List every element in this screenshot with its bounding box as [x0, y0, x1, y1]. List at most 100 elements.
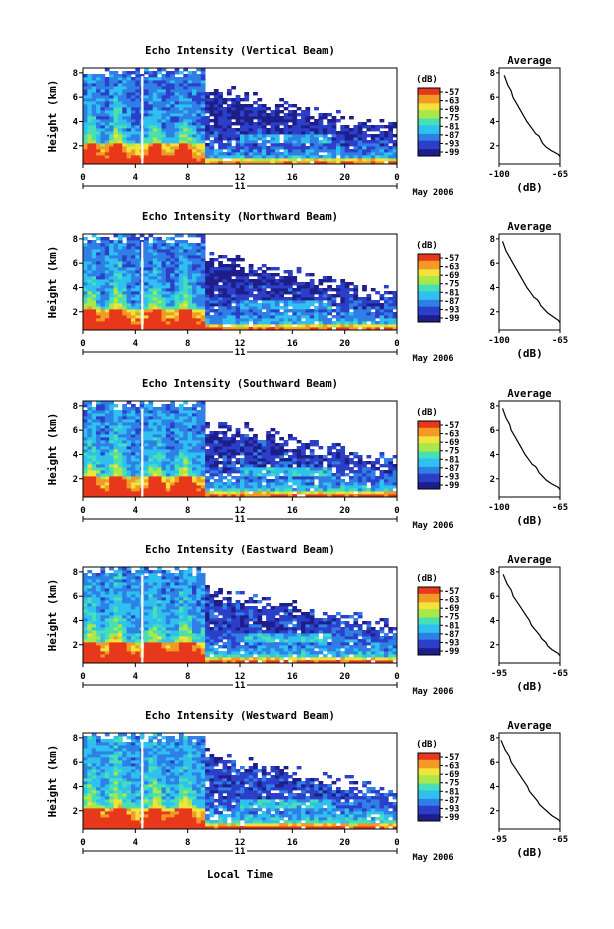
heatmap-cell — [274, 467, 280, 471]
heatmap-cell — [266, 470, 271, 474]
heatmap-cell — [178, 258, 184, 262]
heatmap-cell — [100, 452, 106, 456]
heatmap-cell — [196, 104, 202, 108]
heatmap-cell — [100, 101, 106, 105]
heatmap-cell — [357, 300, 363, 304]
heatmap-cell — [187, 267, 193, 271]
heatmap-cell — [144, 458, 149, 462]
heatmap-cell — [178, 476, 184, 480]
heatmap-cell — [200, 240, 206, 244]
heatmap-cell — [200, 249, 206, 253]
heatmap-cell — [314, 494, 319, 498]
heatmap-cell — [135, 122, 141, 126]
heatmap-cell — [117, 446, 123, 450]
heatmap-cell — [331, 149, 337, 153]
heatmap-cell — [375, 300, 380, 304]
heatmap-cell — [240, 464, 245, 468]
heatmap-cell — [274, 116, 280, 120]
heatmap-cell — [231, 327, 237, 331]
heatmap-cell — [274, 464, 280, 468]
heatmap-cell — [240, 270, 245, 274]
heatmap-cell — [253, 152, 258, 156]
heatmap-cell — [126, 149, 132, 153]
heatmap-cell — [196, 92, 202, 96]
heatmap-cell — [117, 309, 123, 313]
heatmap-cell — [226, 491, 232, 495]
heatmap-cell — [322, 455, 328, 459]
heatmap-cell — [100, 318, 106, 322]
heatmap-cell — [183, 470, 189, 474]
heatmap-cell — [135, 240, 141, 244]
heatmap-cell — [152, 249, 158, 253]
heatmap-cell — [117, 482, 123, 486]
heatmap-cell — [218, 479, 223, 483]
heatmap-cell — [388, 137, 394, 141]
heatmap-cell — [152, 137, 158, 141]
heatmap-cell — [183, 434, 189, 438]
heatmap-cell — [318, 131, 324, 135]
heatmap-cell — [130, 446, 136, 450]
heatmap-cell — [192, 252, 197, 256]
heatmap-cell — [100, 294, 106, 298]
heatmap-cell — [231, 294, 237, 298]
heatmap-cell — [218, 155, 223, 159]
heatmap-cell — [183, 107, 189, 111]
heatmap-cell — [157, 77, 162, 81]
heatmap-cell — [344, 491, 350, 495]
heatmap-cell — [148, 255, 154, 259]
heatmap-cell — [200, 83, 206, 87]
heatmap-cell — [170, 404, 175, 408]
heatmap-cell — [344, 485, 350, 489]
heatmap-cell — [109, 285, 114, 289]
heatmap-cell — [226, 300, 232, 304]
heatmap-cell — [157, 107, 162, 111]
heatmap-cell — [287, 273, 293, 277]
heatmap-cell — [170, 449, 175, 453]
heatmap-cell — [235, 134, 241, 138]
heatmap-cell — [126, 312, 132, 316]
colorbar-swatch — [418, 262, 440, 265]
heatmap-cell — [314, 309, 319, 313]
heatmap-cell — [148, 407, 154, 411]
heatmap-cell — [161, 128, 167, 132]
heatmap-cell — [170, 401, 175, 405]
heatmap-cell — [91, 407, 97, 411]
heatmap-cell — [318, 470, 324, 474]
y-tick-label: 8 — [73, 69, 78, 79]
heatmap-cell — [375, 485, 380, 489]
heatmap-cell — [222, 318, 228, 322]
heatmap-cell — [318, 122, 324, 126]
heatmap-cell — [283, 449, 289, 453]
heatmap-cell — [388, 315, 394, 319]
heatmap-cell — [296, 485, 302, 489]
heatmap-cell — [231, 134, 237, 138]
colorbar-swatch — [418, 272, 440, 275]
heatmap-cell — [192, 107, 197, 111]
heatmap-cell — [253, 122, 258, 126]
heatmap-cell — [335, 482, 341, 486]
heatmap-cell — [104, 413, 110, 417]
heatmap-cell — [126, 300, 132, 304]
heatmap-cell — [314, 125, 319, 129]
heatmap-cell — [87, 158, 93, 162]
heatmap-cell — [340, 140, 346, 144]
heatmap-cell — [117, 291, 123, 295]
heatmap-cell — [122, 137, 128, 141]
heatmap-cell — [388, 461, 394, 465]
heatmap-cell — [257, 98, 263, 102]
heatmap-cell — [274, 297, 280, 301]
heatmap-cell — [104, 161, 110, 165]
heatmap-cell — [91, 491, 97, 495]
heatmap-cell — [100, 95, 106, 99]
heatmap-cell — [353, 455, 359, 459]
heatmap-cell — [170, 140, 175, 144]
heatmap-cell — [331, 294, 337, 298]
colorbar-swatch — [418, 255, 440, 258]
heatmap-cell — [213, 446, 219, 450]
heatmap-cell — [157, 98, 162, 102]
heatmap-cell — [218, 491, 223, 495]
heatmap-cell — [261, 458, 267, 462]
heatmap-cell — [370, 485, 376, 489]
heatmap-cell — [109, 488, 114, 492]
heatmap-cell — [187, 413, 193, 417]
